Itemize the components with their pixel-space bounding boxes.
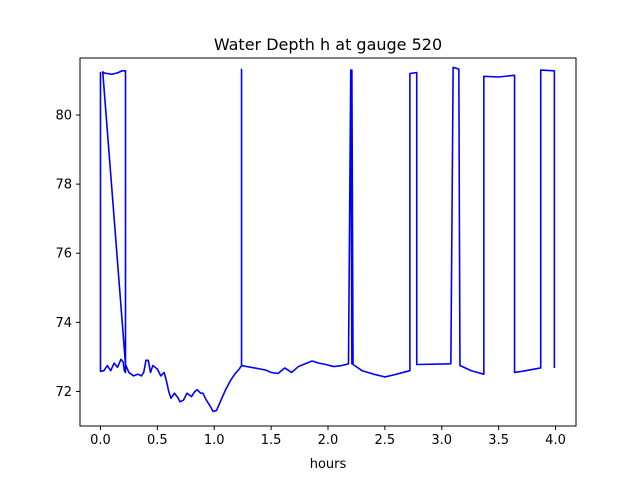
x-axis: 0.0 0.5 1.0 1.5 2.0 2.5 3.0 3.5 4.0 (90, 426, 566, 448)
x-tick-label: 3.0 (431, 433, 452, 448)
y-tick-label: 78 (55, 178, 72, 193)
series-line-0 (99, 66, 556, 413)
x-axis-label: hours (310, 457, 347, 472)
x-tick-label: 1.0 (204, 433, 225, 448)
x-tick-label: 2.5 (375, 433, 396, 448)
plot-area (99, 66, 556, 413)
y-tick-label: 74 (55, 316, 72, 331)
x-tick-label: 4.0 (545, 433, 566, 448)
y-tick-label: 72 (55, 385, 72, 400)
x-tick-label: 3.5 (488, 433, 509, 448)
chart-title: Water Depth h at gauge 520 (214, 35, 442, 54)
x-tick-label: 1.5 (261, 433, 282, 448)
x-tick-label: 0.0 (90, 433, 111, 448)
x-tick-label: 2.0 (318, 433, 339, 448)
x-tick-label: 0.5 (147, 433, 168, 448)
y-tick-label: 76 (55, 247, 72, 262)
y-axis: 72 74 76 78 80 (55, 109, 80, 400)
y-tick-label: 80 (55, 109, 72, 124)
